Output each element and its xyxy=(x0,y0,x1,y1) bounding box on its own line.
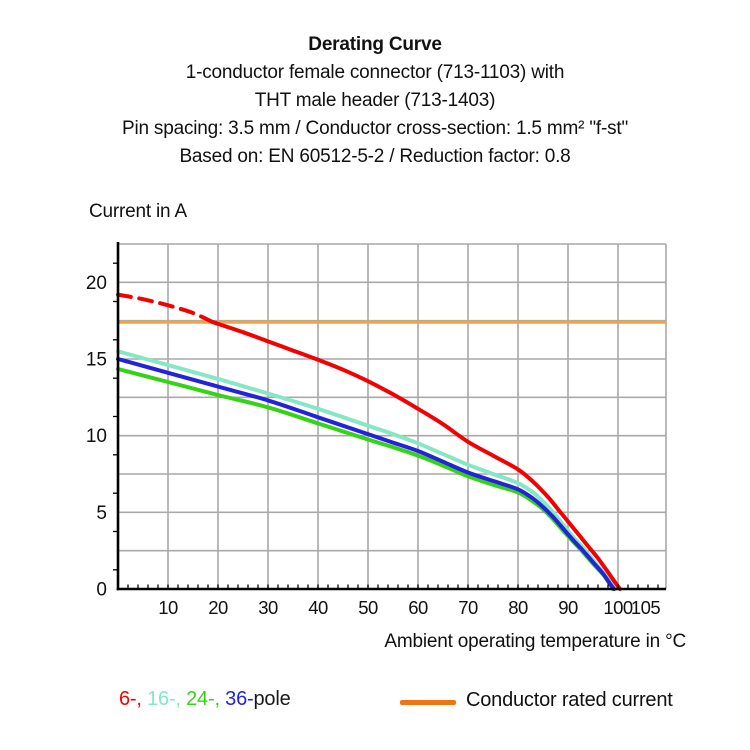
y-minor-ticks xyxy=(113,262,118,571)
subtitle-line-2: THT male header (713-1403) xyxy=(254,90,496,111)
svg-text:10: 10 xyxy=(86,426,107,447)
legend-pole-part-3: 36- xyxy=(219,688,254,710)
y-tick-labels: 0 5 10 15 20 xyxy=(86,273,107,601)
svg-text:20: 20 xyxy=(86,273,107,294)
subtitle-line-3: Pin spacing: 3.5 mm / Conductor cross-se… xyxy=(121,118,628,139)
svg-text:50: 50 xyxy=(358,597,378,618)
curve-6-pole-dashed xyxy=(116,292,215,325)
svg-text:70: 70 xyxy=(458,597,478,618)
rated-current-label: Conductor rated current xyxy=(466,689,673,711)
svg-text:15: 15 xyxy=(86,350,107,371)
gridlines xyxy=(118,243,667,589)
x-minor-ticks xyxy=(127,584,659,589)
curve-36-pole xyxy=(116,357,616,591)
y-axis-title: Current in A xyxy=(89,201,187,222)
subtitle-line-4: Based on: EN 60512-5-2 / Reduction facto… xyxy=(179,146,571,167)
svg-text:0: 0 xyxy=(96,580,107,601)
page-title: Derating Curve xyxy=(308,34,442,55)
chart-header: Derating Curve 1-conductor female connec… xyxy=(0,31,750,171)
svg-text:40: 40 xyxy=(308,597,328,618)
rated-current-line-swatch xyxy=(400,700,456,705)
legend-pole-part-2: 24-, xyxy=(180,688,220,710)
svg-text:105: 105 xyxy=(631,597,661,618)
x-axis-title: Ambient operating temperature in °C xyxy=(384,631,686,652)
curve-6-pole xyxy=(211,320,622,591)
svg-text:80: 80 xyxy=(508,597,528,618)
svg-text:60: 60 xyxy=(408,597,428,618)
legend-pole-counts: 6-, 16-, 24-, 36-pole xyxy=(119,688,291,711)
legend-pole-part-4: pole xyxy=(253,688,291,710)
svg-text:90: 90 xyxy=(558,597,578,618)
svg-text:20: 20 xyxy=(208,597,228,618)
subtitle-line-1: 1-conductor female connector (713-1103) … xyxy=(185,62,565,83)
svg-text:100: 100 xyxy=(603,597,633,618)
svg-text:10: 10 xyxy=(158,597,178,618)
legend-pole-part-0: 6-, xyxy=(119,688,142,710)
svg-text:5: 5 xyxy=(96,503,107,524)
curve-24-pole xyxy=(116,367,615,591)
legend-pole-part-1: 16-, xyxy=(141,688,181,710)
svg-text:30: 30 xyxy=(258,597,278,618)
